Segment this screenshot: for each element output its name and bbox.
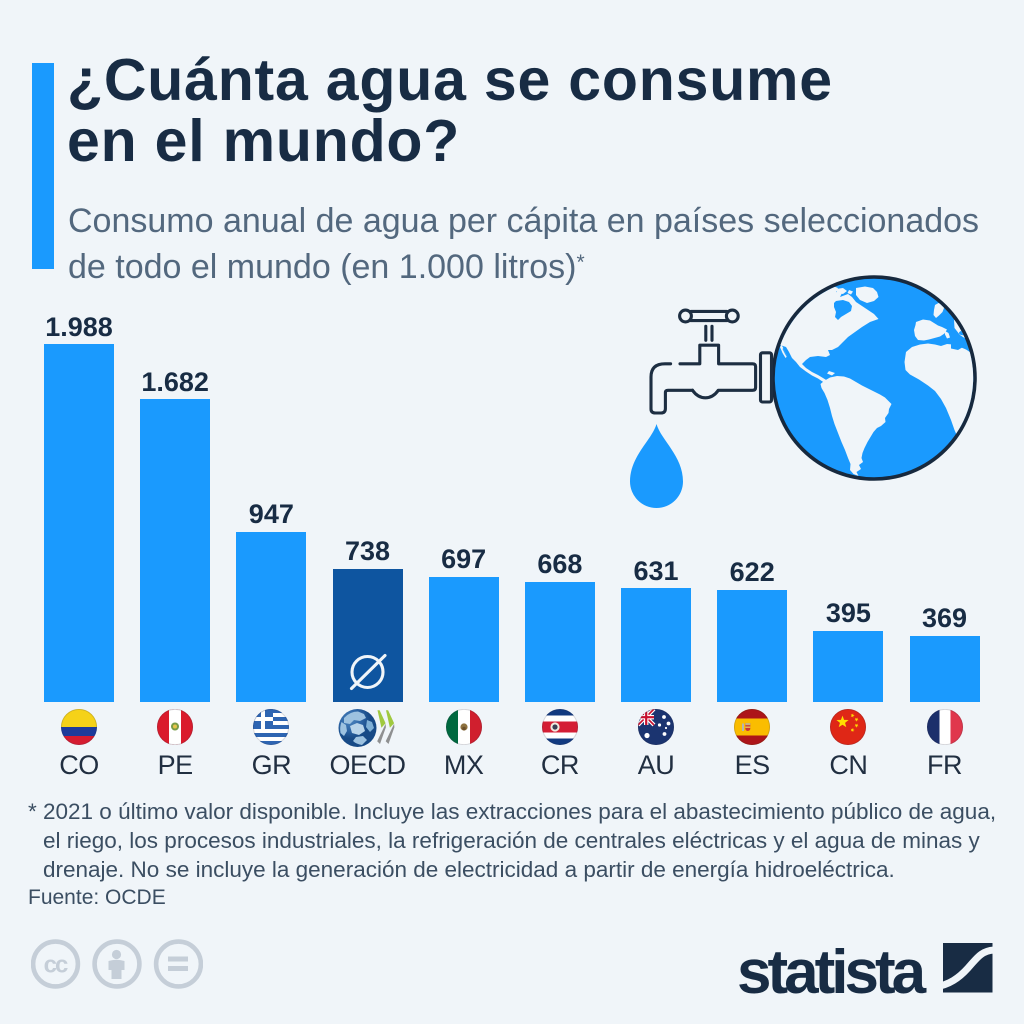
svg-text:statista: statista	[737, 938, 927, 998]
svg-text:cc: cc	[44, 952, 68, 979]
